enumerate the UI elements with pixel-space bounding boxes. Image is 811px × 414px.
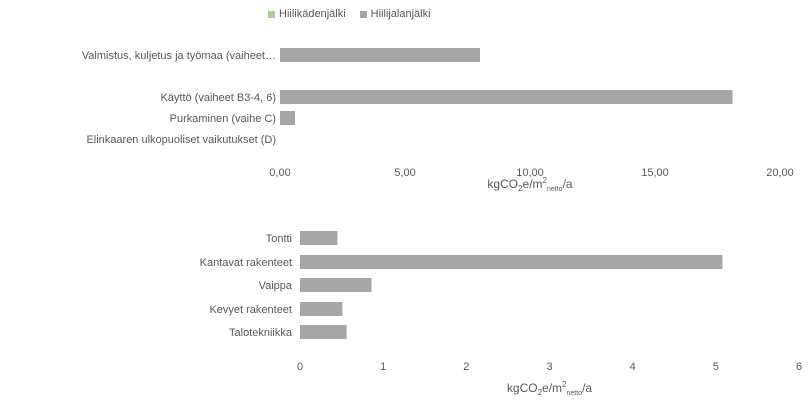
x-axis-title-part: netto	[547, 186, 563, 193]
x-tick-label: 0	[297, 361, 303, 373]
legend-swatch-hiilikadenjalki	[268, 10, 275, 18]
category-label: Käyttö (vaiheet B3-4, 6)	[160, 92, 276, 104]
category-label: Elinkaaren ulkopuoliset vaikutukset (D)	[86, 134, 276, 146]
x-axis-title-part: netto	[567, 390, 583, 397]
legend-label-hiilijalanjalki: Hiilijalanjälki	[370, 8, 431, 20]
x-axis-title-part: 2	[562, 380, 567, 389]
chart-legend: Hiilikädenjälki Hiilijalanjälki	[268, 8, 431, 20]
category-label: Valmistus, kuljetus ja työmaa (vaiheet…	[82, 50, 276, 62]
x-axis-title-part: e/m	[542, 381, 562, 395]
x-tick-label: 15,00	[641, 167, 669, 179]
x-axis-title-part: kgCO	[507, 381, 538, 395]
x-tick-label: 5,00	[394, 167, 415, 179]
bar	[280, 90, 733, 104]
legend-swatch-hiilijalanjalki	[359, 10, 367, 18]
x-tick-label: 10,00	[516, 167, 544, 179]
legend-item-hiilikadenjalki: Hiilikädenjälki	[268, 8, 346, 20]
bar	[300, 278, 372, 292]
x-tick-label: 6	[796, 361, 802, 373]
bar	[300, 325, 347, 339]
x-axis-title-part: /a	[563, 177, 573, 191]
bar	[300, 302, 343, 316]
x-tick-label: 20,00	[766, 167, 794, 179]
category-label: Kantavat rakenteet	[200, 257, 292, 269]
category-label: Kevyet rakenteet	[209, 304, 292, 316]
category-label: Purkaminen (vaihe C)	[170, 113, 276, 125]
category-label: Vaippa	[259, 280, 293, 292]
legend-label-hiilikadenjalki: Hiilikädenjälki	[279, 8, 346, 20]
chart-1: Valmistus, kuljetus ja työmaa (vaiheet… K…	[82, 48, 794, 193]
x-axis-title-part: /a	[582, 381, 592, 395]
bar	[300, 231, 338, 245]
x-axis-title: kgCO2e/m2netto/a	[507, 380, 593, 397]
bar	[280, 48, 480, 62]
x-axis-title-part: kgCO	[487, 177, 518, 191]
bar	[280, 111, 295, 125]
x-axis-title: kgCO2e/m2netto/a	[487, 176, 573, 193]
x-axis-title-part: 2	[518, 184, 523, 193]
x-tick-label: 5	[713, 361, 719, 373]
x-tick-label: 0,00	[269, 167, 290, 179]
category-label: Talotekniikka	[229, 327, 293, 339]
x-tick-label: 1	[380, 361, 386, 373]
bar	[300, 255, 723, 269]
x-tick-label: 2	[463, 361, 469, 373]
legend-item-hiilijalanjalki: Hiilijalanjälki	[359, 8, 431, 20]
x-tick-label: 4	[630, 361, 636, 373]
category-label: Tontti	[266, 233, 292, 245]
x-tick-label: 3	[546, 361, 552, 373]
x-axis-title-part: e/m	[523, 177, 543, 191]
x-axis-title-part: 2	[543, 176, 548, 185]
chart-2: Tontti Kantavat rakenteet Vaippa Kevyet rak…	[200, 231, 802, 397]
x-axis-title-part: 2	[538, 388, 543, 397]
